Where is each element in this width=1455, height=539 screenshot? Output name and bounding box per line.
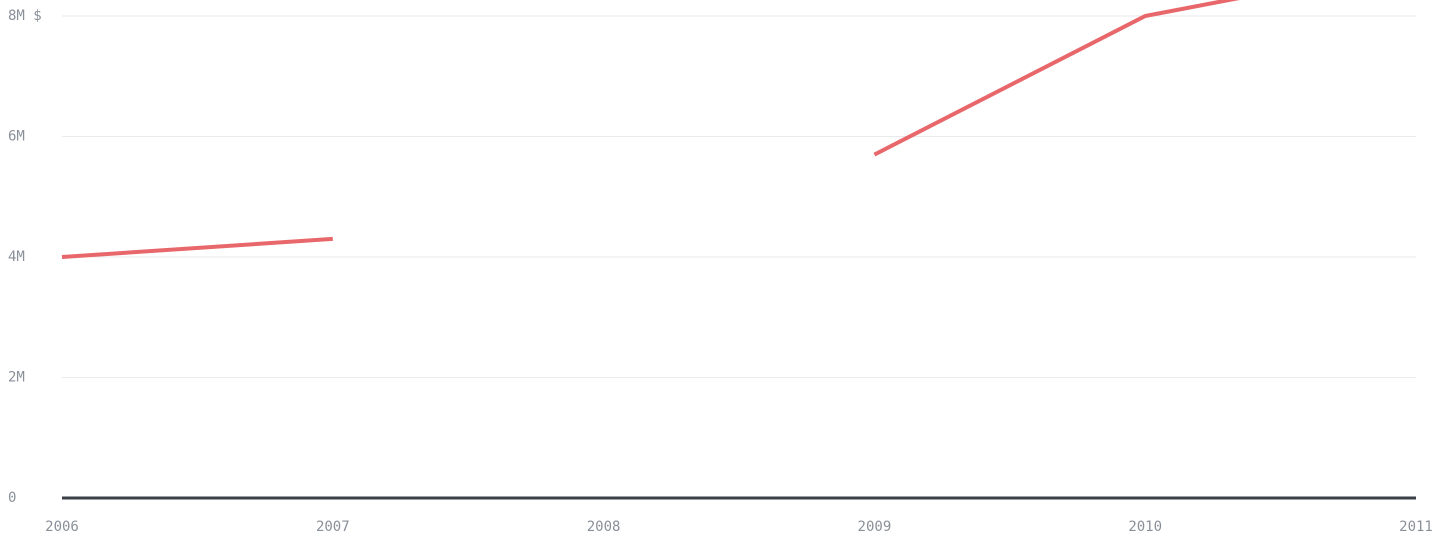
x-tick-label: 2007 bbox=[316, 519, 350, 535]
y-tick-label: 2M bbox=[8, 370, 25, 386]
y-tick-label: 8M $ bbox=[8, 8, 42, 24]
x-tick-label: 2011 bbox=[1399, 519, 1433, 535]
series-line-segment bbox=[873, 0, 1240, 157]
series-layer bbox=[61, 0, 1240, 259]
x-tick-label: 2009 bbox=[858, 519, 892, 535]
x-tick-label: 2010 bbox=[1128, 519, 1162, 535]
x-tick-label: 2008 bbox=[587, 519, 621, 535]
gridlines bbox=[62, 15, 1416, 378]
series-line-segment bbox=[61, 236, 333, 259]
x-tick-label: 2006 bbox=[45, 519, 79, 535]
y-tick-label: 0 bbox=[8, 490, 16, 506]
y-axis-ticks: 0 2M 4M 6M 8M $ bbox=[8, 8, 42, 506]
y-tick-label: 6M bbox=[8, 129, 25, 145]
x-axis-ticks: 2006 2007 2008 2009 2010 2011 bbox=[45, 519, 1433, 535]
y-tick-label: 4M bbox=[8, 249, 25, 265]
